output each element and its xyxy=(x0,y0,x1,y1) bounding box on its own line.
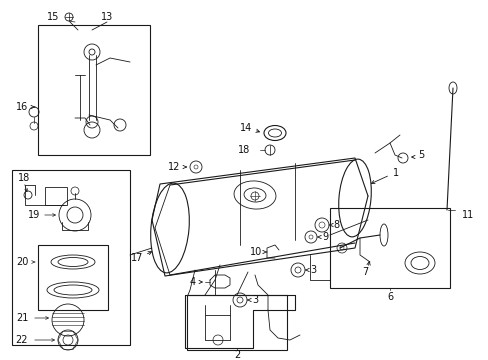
Text: 18: 18 xyxy=(237,145,249,155)
Bar xyxy=(329,208,449,288)
Text: 7: 7 xyxy=(361,267,367,277)
Bar xyxy=(186,295,286,350)
Bar xyxy=(38,25,150,155)
Text: 15: 15 xyxy=(47,12,59,22)
Text: 12: 12 xyxy=(167,162,180,172)
Text: 5: 5 xyxy=(417,150,424,160)
Text: 10: 10 xyxy=(249,247,262,257)
Text: 2: 2 xyxy=(233,350,240,360)
Text: 16: 16 xyxy=(16,102,28,112)
Bar xyxy=(45,187,67,205)
Text: 21: 21 xyxy=(16,313,28,323)
Bar xyxy=(38,245,108,310)
Text: 4: 4 xyxy=(189,277,196,287)
Text: 20: 20 xyxy=(16,257,28,267)
Text: 1: 1 xyxy=(392,168,398,178)
Text: 18: 18 xyxy=(18,173,30,183)
Text: 22: 22 xyxy=(16,335,28,345)
Text: 13: 13 xyxy=(101,12,113,22)
Bar xyxy=(12,170,130,345)
Text: 3: 3 xyxy=(309,265,315,275)
Text: 6: 6 xyxy=(386,292,392,302)
Text: 3: 3 xyxy=(251,295,258,305)
Text: 8: 8 xyxy=(332,220,339,230)
Text: 19: 19 xyxy=(28,210,40,220)
Text: 9: 9 xyxy=(321,232,327,242)
Text: 17: 17 xyxy=(130,253,142,263)
Text: 11: 11 xyxy=(461,210,473,220)
Text: 14: 14 xyxy=(239,123,251,133)
